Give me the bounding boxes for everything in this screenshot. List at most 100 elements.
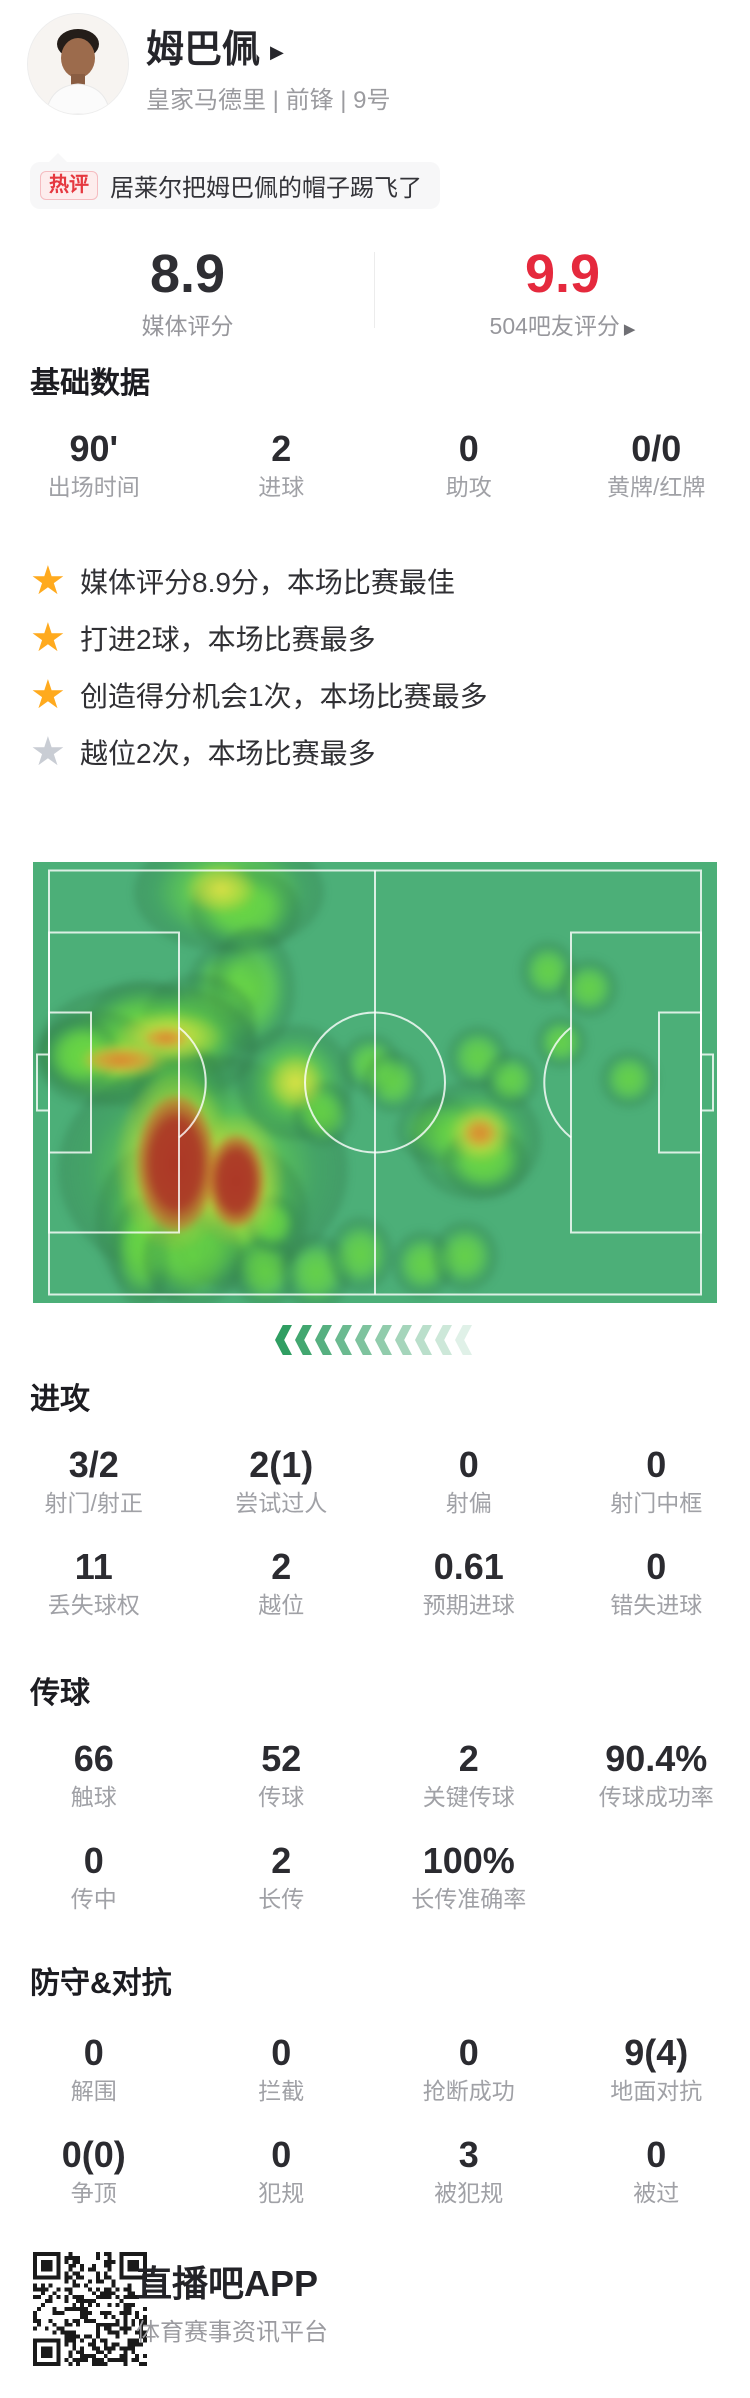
stat-label: 射偏: [445, 1490, 492, 1516]
stat-label: 长传准确率: [411, 1886, 527, 1912]
stat-label: 解围: [70, 2078, 117, 2104]
highlight-item: ★ 打进2球，本场比赛最多: [30, 609, 730, 666]
heatmap-blobs: [33, 862, 717, 1303]
stat-label: 预期进球: [422, 1592, 515, 1618]
highlight-text: 打进2球，本场比赛最多: [80, 623, 376, 655]
rating-fans-value: 9.9: [524, 244, 601, 304]
stat-label: 犯规: [258, 2180, 305, 2206]
stat-value: 0: [271, 2032, 292, 2073]
stat-label: 被过: [633, 2180, 680, 2206]
stat-value: 0: [458, 1444, 479, 1485]
stat-value: 2: [271, 1840, 292, 1881]
stat-value: 0: [271, 2134, 292, 2175]
hot-comment-text: 居莱尔把姆巴佩的帽子踢飞了: [110, 175, 422, 202]
stat-value: 0: [458, 2032, 479, 2073]
stat-label: 传中: [70, 1886, 117, 1912]
section-title-defense: 防守&对抗: [30, 1967, 172, 2000]
stat-pass-accuracy: 90.4% 传球成功率: [563, 1738, 750, 1812]
stat-label: 进球: [258, 474, 305, 500]
attack-stats-row2: 11 丢失球权 2 越位 0.61 预期进球 0 错失进球: [0, 1546, 750, 1620]
stat-empty: [563, 1840, 750, 1914]
stat-label: 错失进球: [610, 1592, 703, 1618]
avatar-placeholder-person-icon: [28, 14, 128, 114]
app-name: 直播吧APP: [136, 2263, 319, 2304]
stat-value: 0: [83, 1840, 104, 1881]
stat-cards: 0/0 黄牌/红牌: [563, 428, 750, 502]
attack-direction-chevrons: [275, 1325, 475, 1355]
rating-fans-label-text: 504吧友评分: [489, 313, 620, 339]
rating-fans-label: 504吧友评分 ▶: [375, 312, 750, 344]
basic-stats-grid: 90' 出场时间 2 进球 0 助攻 0/0 黄牌/红牌: [0, 428, 750, 502]
stat-value: 0: [646, 1444, 667, 1485]
highlight-item: ★ 越位2次，本场比赛最多: [30, 723, 730, 780]
stat-value: 3/2: [68, 1444, 119, 1485]
stat-crosses: 0 传中: [0, 1840, 188, 1914]
highlight-list: ★ 媒体评分8.9分，本场比赛最佳 ★ 打进2球，本场比赛最多 ★ 创造得分机会…: [30, 552, 730, 780]
stat-value: 2: [271, 1546, 292, 1587]
stat-fouls: 0 犯规: [188, 2134, 376, 2208]
stat-label: 射门中框: [610, 1490, 703, 1516]
ratings-block: 8.9 媒体评分 9.9 504吧友评分 ▶: [0, 246, 750, 344]
pitch-lines: [36, 869, 714, 1296]
stat-value: 2: [271, 428, 292, 469]
star-icon: ★: [30, 729, 66, 774]
highlight-item: ★ 媒体评分8.9分，本场比赛最佳: [30, 552, 730, 609]
stat-value: 3: [458, 2134, 479, 2175]
highlight-item: ★ 创造得分机会1次，本场比赛最多: [30, 666, 730, 723]
stat-long-ball-accuracy: 100% 长传准确率: [375, 1840, 563, 1914]
rating-media-label: 媒体评分: [141, 313, 234, 339]
stat-clearances: 0 解围: [0, 2032, 188, 2106]
section-title-basic: 基础数据: [30, 367, 150, 400]
stat-value: 66: [73, 1738, 114, 1779]
stat-ground-duels: 9(4) 地面对抗: [563, 2032, 750, 2106]
attack-stats-row1: 3/2 射门/射正 2(1) 尝试过人 0 射偏 0 射门中框: [0, 1444, 750, 1518]
passing-stats-row1: 66 触球 52 传球 2 关键传球 90.4% 传球成功率: [0, 1738, 750, 1812]
defense-stats-row2: 0(0) 争顶 0 犯规 3 被犯规 0 被过: [0, 2134, 750, 2208]
stat-assists: 0 助攻: [375, 428, 563, 502]
stat-value: 0.61: [433, 1546, 504, 1587]
stat-minutes: 90' 出场时间: [0, 428, 188, 502]
stat-value: 0: [646, 1546, 667, 1587]
star-icon: ★: [30, 672, 66, 717]
stat-value: 90.4%: [605, 1738, 708, 1779]
stat-label: 越位: [258, 1592, 305, 1618]
stat-value: 0: [646, 2134, 667, 2175]
stat-label: 射门/射正: [44, 1490, 143, 1516]
stat-value: 2: [458, 1738, 479, 1779]
stat-offsides: 2 越位: [188, 1546, 376, 1620]
stat-touches: 66 触球: [0, 1738, 188, 1812]
rating-divider: [374, 252, 375, 328]
player-team-line: 皇家马德里 | 前锋 | 9号: [146, 87, 391, 114]
stat-label: 关键传球: [422, 1784, 515, 1810]
stat-goals: 2 进球: [188, 428, 376, 502]
stat-label: 触球: [70, 1784, 117, 1810]
name-dropdown-icon: ▶: [270, 41, 284, 62]
stat-value: 90': [69, 428, 119, 469]
stat-label: 地面对抗: [610, 2078, 703, 2104]
stat-woodwork: 0 射门中框: [563, 1444, 750, 1518]
stat-xg: 0.61 预期进球: [375, 1546, 563, 1620]
rating-media-value: 8.9: [149, 244, 226, 304]
stat-fouled: 3 被犯规: [375, 2134, 563, 2208]
passing-stats-row2: 0 传中 2 长传 100% 长传准确率: [0, 1840, 750, 1914]
player-name: 姆巴佩: [146, 29, 261, 71]
app-tagline: 体育赛事资讯平台: [136, 2319, 328, 2346]
hot-comment-bar[interactable]: 热评 居莱尔把姆巴佩的帽子踢飞了: [30, 153, 440, 209]
stat-label: 拦截: [258, 2078, 305, 2104]
stat-value: 0: [83, 2032, 104, 2073]
stat-value: 0(0): [61, 2134, 126, 2175]
avatar[interactable]: [28, 14, 128, 114]
player-name-row[interactable]: 姆巴佩 ▶: [146, 26, 284, 74]
highlight-text: 越位2次，本场比赛最多: [80, 737, 376, 769]
stat-long-balls: 2 长传: [188, 1840, 376, 1914]
highlight-text: 创造得分机会1次，本场比赛最多: [80, 680, 488, 712]
heatmap-pitch: [33, 862, 717, 1303]
section-title-passing: 传球: [30, 1677, 90, 1710]
hot-badge: 热评: [40, 171, 98, 200]
stat-big-chances-missed: 0 错失进球: [563, 1546, 750, 1620]
stat-label: 尝试过人: [235, 1490, 328, 1516]
stat-aerial-duels: 0(0) 争顶: [0, 2134, 188, 2208]
stat-interceptions: 0 拦截: [188, 2032, 376, 2106]
rating-fans[interactable]: 9.9 504吧友评分 ▶: [375, 246, 750, 344]
